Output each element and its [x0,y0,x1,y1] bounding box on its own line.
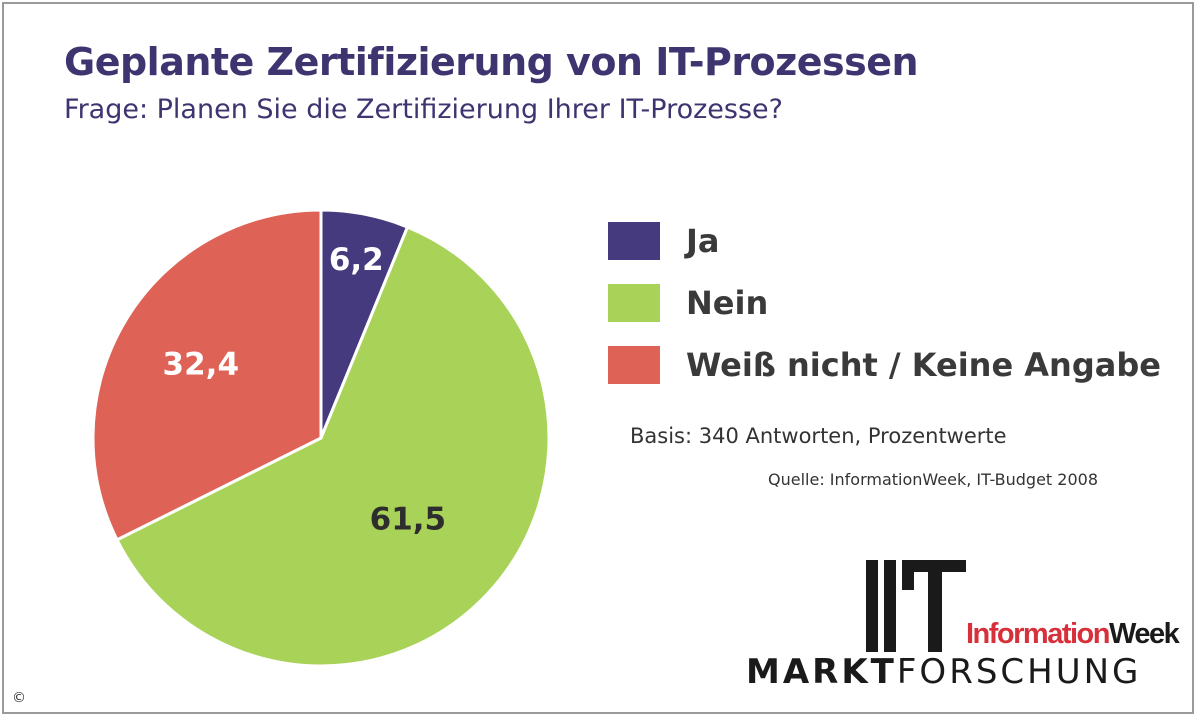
source-note: Quelle: InformationWeek, IT-Budget 2008 [768,470,1098,489]
pie-label-ja: 6,2 [329,242,384,278]
legend-item-keine-angabe: Weiß nicht / Keine Angabe [608,346,1161,384]
basis-note: Basis: 340 Antworten, Prozentwerte [630,424,1007,448]
brand-part2: Week [1109,618,1180,650]
market-part2: FORSCHUNG [896,652,1142,692]
legend-swatch-nein [608,284,660,322]
informationweek-wordmark: InformationWeek [966,618,1180,651]
copyright-mark: © [12,690,26,706]
marktforschung-wordmark: MARKTFORSCHUNG [746,652,1141,692]
brand-part1: Information [966,618,1111,650]
market-part1: MARKT [746,652,897,692]
chart-title: Geplante Zertifizierung von IT-Prozessen [64,40,919,84]
pie-label-keine-angabe: 32,4 [163,347,240,383]
chart-subtitle: Frage: Planen Sie die Zertifizierung Ihr… [64,94,783,125]
logo-mark-icon [866,560,966,660]
pie-slice-nein [114,225,551,668]
legend-label-ja: Ja [686,222,720,260]
legend-swatch-keine-angabe [608,346,660,384]
legend-swatch-ja [608,222,660,260]
marktforschung-logo: InformationWeek MARKTFORSCHUNG [746,556,1180,696]
legend-label-nein: Nein [686,284,769,322]
legend-item-nein: Nein [608,284,768,322]
legend-label-keine-angabe: Weiß nicht / Keine Angabe [686,346,1161,384]
pie-slice-keine-angabe [91,208,323,542]
pie-label-nein: 61,5 [370,502,447,538]
legend-item-ja: Ja [608,222,720,260]
